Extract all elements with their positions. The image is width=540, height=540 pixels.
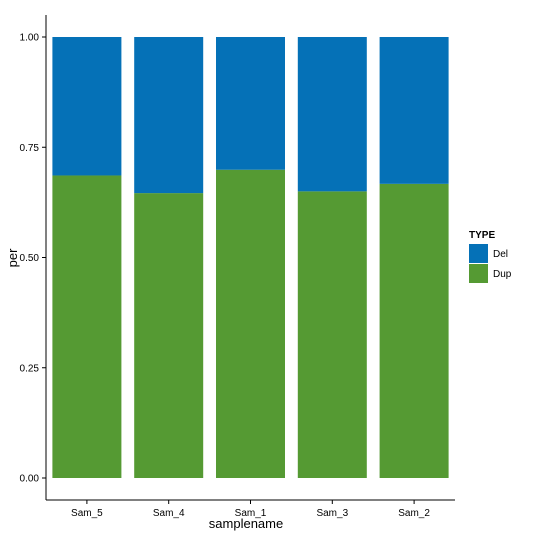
x-tick-label: Sam_2 (398, 508, 430, 519)
y-tick-label: 1.00 (20, 33, 40, 44)
axes-layer: 0.00 0.25 0.50 0.75 1.00 Sam_5 Sam_4 Sam_1 Sam_3… (20, 15, 455, 519)
y-axis-title: per (5, 248, 20, 267)
x-axis-title: samplename (209, 516, 283, 531)
bar-dup-sam_1 (216, 169, 285, 479)
bar-del-sam_3 (297, 37, 367, 192)
bar-del-sam_2 (379, 37, 449, 184)
y-tick-label: 0.75 (20, 143, 40, 154)
legend-key-dup (469, 264, 488, 283)
x-tick-label: Sam_4 (153, 508, 185, 519)
bar-del-sam_5 (52, 37, 122, 176)
bar-dup-sam_5 (52, 175, 122, 478)
bar-del-sam_4 (134, 37, 204, 194)
y-tick-label: 0.25 (20, 363, 40, 374)
legend-key-del (469, 244, 488, 263)
legend-label-dup: Dup (493, 269, 512, 280)
legend-title: TYPE (469, 230, 495, 241)
y-tick-label: 0.00 (20, 474, 40, 485)
x-tick-label: Sam_3 (316, 508, 348, 519)
bars-layer (52, 37, 449, 479)
legend-label-del: Del (493, 249, 508, 260)
bar-dup-sam_2 (379, 183, 449, 478)
bar-dup-sam_4 (134, 193, 204, 479)
x-tick-label: Sam_1 (235, 508, 267, 519)
x-tick-label: Sam_5 (71, 508, 103, 519)
y-tick-label: 0.50 (20, 253, 40, 264)
bar-del-sam_1 (216, 37, 285, 170)
legend: TYPE Del Dup (469, 230, 512, 283)
bar-dup-sam_3 (297, 191, 367, 478)
